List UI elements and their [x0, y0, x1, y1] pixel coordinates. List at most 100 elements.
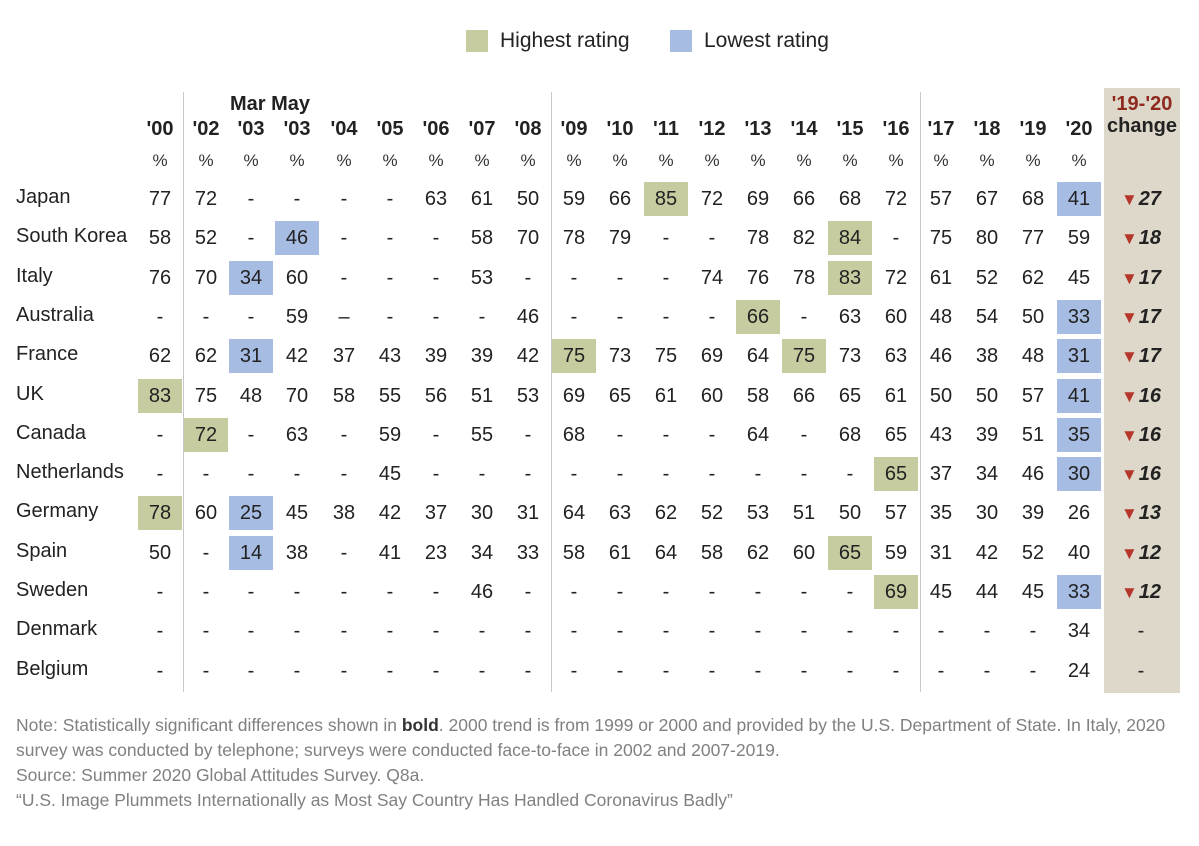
- table-cell: -: [202, 305, 210, 328]
- table-cell: -: [616, 620, 624, 643]
- table-cell: -: [247, 227, 255, 250]
- table-cell: 73: [608, 345, 632, 368]
- legend-item-lowest: Lowest rating: [670, 26, 829, 56]
- table-cell: 50: [975, 384, 999, 407]
- table-cell: 69: [700, 345, 724, 368]
- change-value: ▼16: [1120, 423, 1162, 446]
- table-cell: -: [247, 188, 255, 210]
- percent-label: %: [750, 151, 766, 170]
- table-cell: 60: [884, 305, 908, 328]
- percent-label: %: [842, 151, 858, 170]
- table-cell: -: [892, 227, 900, 250]
- table-cell: 35: [929, 502, 953, 525]
- table-cell: -: [202, 581, 210, 603]
- table-cell: 50: [148, 541, 172, 564]
- table-cell: 77: [1021, 227, 1045, 250]
- percent-label: %: [704, 151, 720, 170]
- table-cell: -: [846, 463, 854, 486]
- table-cell: 38: [975, 345, 999, 368]
- table-cell: 24: [1067, 659, 1091, 682]
- footnotes: Note: Statistically significant differen…: [16, 713, 1186, 813]
- table-cell: 30: [470, 502, 494, 525]
- table-cell: -: [293, 659, 301, 682]
- percent-label: %: [336, 151, 352, 170]
- down-triangle-icon: ▼: [1120, 425, 1138, 445]
- table-cell: -: [937, 620, 945, 643]
- table-cell: -: [432, 305, 440, 328]
- table-cell: 48: [1021, 345, 1045, 368]
- table-cell-highest: 85: [644, 182, 688, 216]
- table-cell: 63: [608, 502, 632, 525]
- report-title: “U.S. Image Plummets Internationally as …: [16, 790, 733, 810]
- table-cell: -: [662, 581, 670, 603]
- note-text: Note: Statistically significant differen…: [16, 715, 1166, 760]
- year-header: '10: [606, 118, 634, 140]
- table-cell: -: [386, 188, 394, 210]
- change-header-label: change: [1106, 115, 1178, 137]
- table-cell: 53: [746, 502, 770, 525]
- column-divider: [183, 92, 184, 692]
- table-cell: 51: [1021, 423, 1045, 446]
- table-cell: -: [524, 463, 532, 486]
- table-cell: 68: [562, 423, 586, 446]
- table-cell: 58: [332, 384, 356, 407]
- table-cell-lowest: 35: [1057, 417, 1101, 452]
- table-cell: 63: [838, 305, 862, 328]
- table-cell: 78: [746, 227, 770, 250]
- table-cell: 78: [562, 227, 586, 250]
- table-cell: 62: [654, 502, 678, 525]
- table-cell: -: [524, 266, 532, 289]
- percent-label: %: [1071, 151, 1087, 170]
- change-value: ▼27: [1120, 188, 1162, 210]
- table-cell: -: [247, 581, 255, 603]
- table-cell: -: [708, 463, 716, 486]
- table-cell: -: [524, 659, 532, 682]
- table-cell: -: [340, 266, 348, 289]
- table-cell: 59: [884, 541, 908, 564]
- down-triangle-icon: ▼: [1120, 465, 1138, 485]
- change-value: ▼17: [1120, 345, 1162, 368]
- table-cell: 33: [516, 541, 540, 564]
- table-cell: 69: [562, 384, 586, 407]
- table-cell: 42: [285, 345, 309, 368]
- table-cell: -: [293, 581, 301, 603]
- table-cell: -: [478, 463, 486, 486]
- table-cell-lowest: 30: [1057, 457, 1101, 492]
- table-cell: -: [846, 620, 854, 643]
- table-cell: 34: [1067, 620, 1091, 643]
- table-cell: -: [616, 423, 624, 446]
- down-triangle-icon: ▼: [1120, 307, 1138, 327]
- table-cell: -: [247, 659, 255, 682]
- table-cell: 31: [516, 502, 540, 525]
- table-cell: 72: [194, 188, 218, 210]
- year-header: '11: [653, 118, 679, 140]
- table-cell: -: [478, 659, 486, 682]
- year-header: '07: [468, 118, 496, 140]
- table-cell: 23: [424, 541, 448, 564]
- table-cell: 48: [239, 384, 263, 407]
- table-cell: 38: [285, 541, 309, 564]
- change-value: ▼12: [1120, 581, 1162, 603]
- table-cell: 58: [700, 541, 724, 564]
- table-cell: -: [340, 581, 348, 603]
- table-cell: 45: [285, 502, 309, 525]
- percent-label: %: [796, 151, 812, 170]
- table-cell-highest: 83: [138, 378, 182, 413]
- table-cell: 72: [700, 188, 724, 210]
- table-cell-lowest: 41: [1057, 182, 1101, 216]
- table-cell-highest: 78: [138, 496, 182, 531]
- table-cell-highest: 69: [874, 575, 918, 609]
- table-cell: -: [662, 266, 670, 289]
- table-cell: -: [800, 423, 808, 446]
- legend-label-lowest: Lowest rating: [704, 29, 829, 52]
- table-cell: 62: [1021, 266, 1045, 289]
- table-cell: -: [570, 305, 578, 328]
- table-cell: 50: [516, 188, 540, 210]
- table-cell-highest: 75: [552, 339, 596, 374]
- table-cell: 61: [608, 541, 632, 564]
- table-cell: 57: [884, 502, 908, 525]
- table-cell: 48: [929, 305, 953, 328]
- table-cell: -: [754, 463, 762, 486]
- table-cell: 75: [654, 345, 678, 368]
- country-label: Germany: [16, 500, 99, 523]
